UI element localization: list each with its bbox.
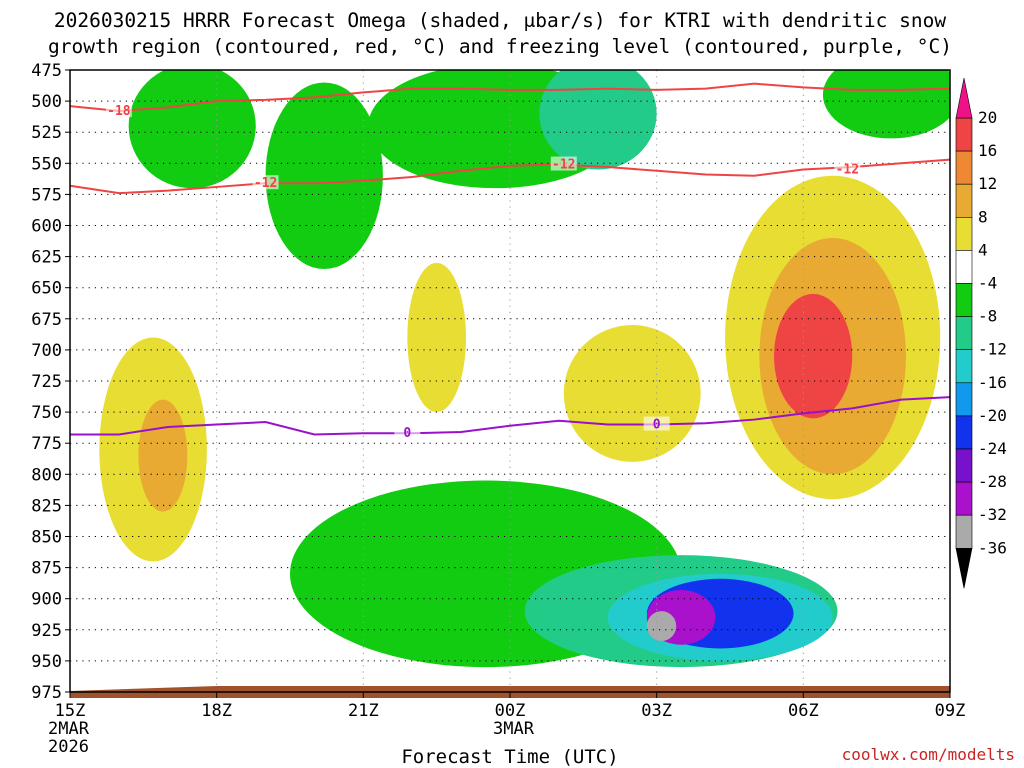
y-tick-label: 625 bbox=[31, 248, 62, 268]
y-tick-label: 600 bbox=[31, 217, 62, 237]
x-tick-label: 21Z bbox=[348, 701, 379, 721]
chart-title-line-2: growth region (contoured, red, °C) and f… bbox=[48, 35, 952, 58]
contour-label: 0 bbox=[653, 418, 661, 433]
y-tick-label: 950 bbox=[31, 652, 62, 672]
colorbar-label: -12 bbox=[978, 340, 1007, 359]
contour-line bbox=[70, 158, 950, 195]
colorbar-bin bbox=[955, 283, 973, 317]
colorbar-bin bbox=[955, 415, 973, 450]
y-tick-label: 975 bbox=[31, 683, 62, 703]
y-tick-label: 900 bbox=[31, 590, 62, 610]
y-tick-label: 700 bbox=[31, 341, 62, 361]
omega-region bbox=[138, 399, 188, 512]
colorbar-label: -28 bbox=[978, 472, 1007, 491]
y-tick-label: 675 bbox=[31, 310, 62, 330]
colorbar-label: 20 bbox=[978, 108, 997, 127]
contour-label-bg bbox=[834, 161, 861, 176]
y-tick-label: 800 bbox=[31, 465, 62, 485]
colorbar-label: 12 bbox=[978, 174, 997, 193]
x-tick-label: 09Z bbox=[935, 701, 966, 721]
omega-region bbox=[774, 293, 853, 419]
contour-label-bg bbox=[643, 416, 670, 431]
credit-text: coolwx.com/modelts bbox=[842, 745, 1015, 764]
x-tick-label: 06Z bbox=[788, 701, 819, 721]
omega-region bbox=[539, 70, 657, 170]
contour-line bbox=[70, 396, 950, 436]
y-axis: 475 500 525 550 575 600 625 650 675 700 725 750 775 8… bbox=[31, 61, 70, 703]
colorbar-bin bbox=[955, 316, 973, 351]
omega-shading bbox=[99, 70, 950, 668]
contour-label: -12 bbox=[254, 176, 277, 191]
colorbar-bin bbox=[955, 117, 973, 152]
colorbar-bin bbox=[955, 349, 973, 384]
omega-region bbox=[822, 70, 950, 139]
colorbar-label: -36 bbox=[978, 538, 1007, 557]
colorbar-label: -32 bbox=[978, 505, 1007, 524]
omega-region bbox=[563, 325, 701, 462]
contour-label-bg bbox=[394, 425, 421, 440]
colorbar-bin bbox=[955, 250, 973, 284]
chart-title-line-1: 2026030215 HRRR Forecast Omega (shaded, … bbox=[54, 9, 946, 32]
colorbar-bottom-arrow bbox=[955, 547, 973, 589]
x-axis-title: Forecast Time (UTC) bbox=[401, 746, 618, 768]
contour-label: 0 bbox=[403, 426, 411, 441]
contour-line bbox=[70, 82, 950, 113]
y-tick-label: 825 bbox=[31, 496, 62, 516]
y-tick-label: 850 bbox=[31, 528, 62, 548]
colorbar-label: -16 bbox=[978, 373, 1007, 392]
omega-region bbox=[646, 611, 677, 641]
y-tick-label: 525 bbox=[31, 123, 62, 143]
colorbar-bin bbox=[955, 150, 973, 185]
colorbar-label: 16 bbox=[978, 141, 997, 160]
colorbar: 20 16 12 8 4 -4 -8 -12 -16 -20 -24 -28 -32 -36 bbox=[955, 77, 1007, 589]
x-sublabel-2mar: 2MAR bbox=[48, 719, 90, 739]
x-sublabel-3mar: 3MAR bbox=[493, 719, 535, 739]
contour-label-bg bbox=[550, 156, 577, 171]
colorbar-label: -24 bbox=[978, 439, 1007, 458]
colorbar-top-arrow bbox=[955, 77, 973, 119]
colorbar-label: 4 bbox=[978, 240, 988, 259]
y-tick-label: 775 bbox=[31, 434, 62, 454]
colorbar-label: -20 bbox=[978, 406, 1007, 425]
colorbar-bin bbox=[955, 183, 973, 218]
y-tick-label: 500 bbox=[31, 92, 62, 112]
y-tick-label: 725 bbox=[31, 372, 62, 392]
colorbar-label: -8 bbox=[978, 307, 997, 326]
y-tick-label: 550 bbox=[31, 154, 62, 174]
contour-label: -12 bbox=[552, 158, 575, 173]
x-tick-label: 00Z bbox=[495, 701, 526, 721]
y-tick-label: 875 bbox=[31, 559, 62, 579]
temperature-contours: -18 -12 0 -12 -12 0 bbox=[70, 82, 950, 441]
contour-label-bg bbox=[105, 103, 132, 118]
x-tick-label: 18Z bbox=[201, 701, 232, 721]
omega-region bbox=[407, 262, 466, 413]
colorbar-bin bbox=[955, 514, 973, 549]
colorbar-bin bbox=[955, 217, 973, 251]
contour-label: -18 bbox=[107, 104, 131, 119]
y-tick-label: 650 bbox=[31, 279, 62, 299]
y-tick-label: 575 bbox=[31, 185, 62, 205]
omega-region bbox=[265, 82, 383, 270]
y-tick-label: 925 bbox=[31, 621, 62, 641]
x-tick-label: 03Z bbox=[641, 701, 672, 721]
colorbar-bin bbox=[955, 448, 973, 483]
contour-label-bg bbox=[252, 175, 279, 190]
colorbar-label: 8 bbox=[978, 207, 988, 226]
omega-region bbox=[128, 70, 256, 189]
colorbar-label: -4 bbox=[978, 274, 997, 293]
colorbar-bin bbox=[955, 481, 973, 516]
x-axis: 15Z 18Z 21Z 00Z 03Z 06Z 09Z bbox=[55, 692, 966, 721]
x-tick-label: 15Z bbox=[55, 701, 86, 721]
x-sublabel-2026: 2026 bbox=[48, 737, 89, 757]
y-tick-label: 750 bbox=[31, 403, 62, 423]
contour-label: -12 bbox=[836, 163, 859, 178]
colorbar-bin bbox=[955, 382, 973, 417]
y-tick-label: 475 bbox=[31, 61, 62, 81]
